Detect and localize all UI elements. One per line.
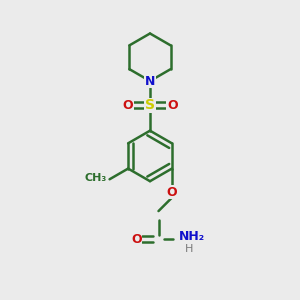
Text: O: O (122, 99, 133, 112)
Text: N: N (145, 74, 155, 88)
Text: H: H (185, 244, 193, 254)
Text: O: O (167, 186, 177, 199)
Text: S: S (145, 98, 155, 112)
Text: NH₂: NH₂ (179, 230, 206, 243)
Text: O: O (131, 233, 142, 246)
Text: CH₃: CH₃ (85, 173, 107, 183)
Text: N: N (145, 74, 155, 88)
Text: O: O (167, 99, 178, 112)
